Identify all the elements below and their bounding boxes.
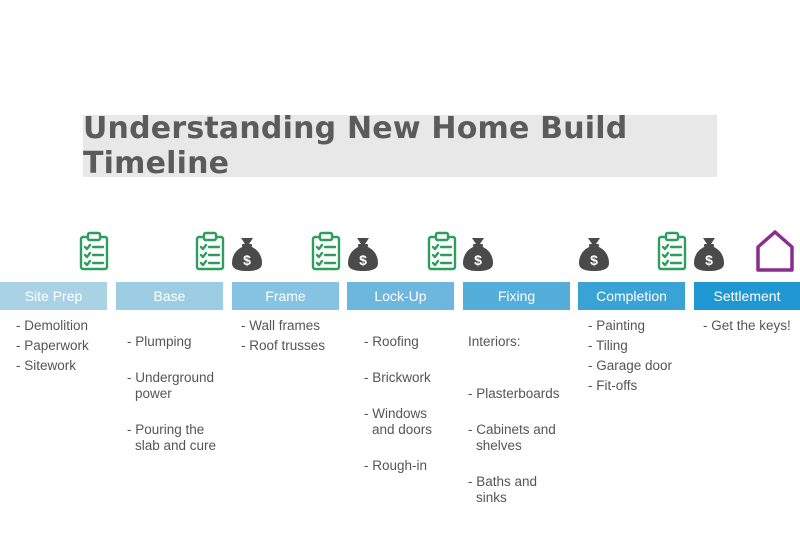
list-item: - Plasterboards xyxy=(468,386,560,401)
stage-bar-settlement: Settlement xyxy=(694,282,800,310)
svg-text:$: $ xyxy=(243,252,251,268)
list-item: - Plumping xyxy=(127,334,192,349)
stage-items-settlement: - Get the keys! xyxy=(703,318,791,338)
list-item: - Demolition xyxy=(16,318,89,333)
list-item: - Sitework xyxy=(16,358,77,373)
list-item: - Paperwork xyxy=(16,338,89,353)
stage-label: Completion xyxy=(596,288,667,304)
stage-label: Lock-Up xyxy=(374,288,427,304)
clipboard-check-icon xyxy=(657,231,687,276)
list-item: - Garage door xyxy=(588,358,673,373)
list-item: - Painting xyxy=(588,318,646,333)
money-bag-icon: $ xyxy=(231,236,263,277)
list-item: - Tiling xyxy=(588,338,628,353)
stage-bar-frame: Frame xyxy=(232,282,339,310)
list-item: - Rough-in xyxy=(364,458,428,473)
stage-bar-fixing: Fixing xyxy=(463,282,570,310)
list-item: - Wall frames xyxy=(241,318,321,333)
stage-bar-completion: Completion xyxy=(578,282,685,310)
clipboard-check-icon xyxy=(311,231,341,276)
stage-label: Settlement xyxy=(713,288,781,304)
stage-items-site-prep: - Demolition - Paperwork - Sitework xyxy=(16,318,89,378)
money-bag-icon: $ xyxy=(578,236,610,277)
money-bag-icon: $ xyxy=(693,236,725,277)
stage-bar-base: Base xyxy=(116,282,223,310)
stage-label: Site Prep xyxy=(24,288,83,304)
stage-label: Base xyxy=(153,288,186,304)
list-item: - Fit-offs xyxy=(588,378,638,393)
svg-text:$: $ xyxy=(359,252,367,268)
list-item: - Brickwork xyxy=(364,370,431,385)
stage-label: Fixing xyxy=(497,288,536,304)
stage-label: Frame xyxy=(265,288,306,304)
stage-bar-lock-up: Lock-Up xyxy=(347,282,454,310)
list-item: - Roof trusses xyxy=(241,338,326,353)
title-banner: Understanding New Home Build Timeline xyxy=(83,111,717,181)
svg-text:$: $ xyxy=(474,252,482,268)
money-bag-icon: $ xyxy=(462,236,494,277)
stage-items-lock-up: - Roofing - Brickwork - Windows and door… xyxy=(364,318,432,494)
list-item: - Underground power xyxy=(127,370,215,401)
clipboard-check-icon xyxy=(195,231,225,276)
list-item: - Pouring the slab and cure xyxy=(127,422,217,453)
svg-text:$: $ xyxy=(705,252,713,268)
list-item: - Get the keys! xyxy=(703,318,791,333)
clipboard-check-icon xyxy=(427,231,457,276)
stage-items-completion: - Painting - Tiling - Garage door - Fit-… xyxy=(588,318,672,398)
stage-bar-site-prep: Site Prep xyxy=(0,282,107,310)
clipboard-check-icon xyxy=(79,231,109,276)
list-item: - Windows and doors xyxy=(364,406,433,437)
stage-items-fixing: Interiors: - Plasterboards - Cabinets an… xyxy=(468,318,560,542)
house-icon xyxy=(755,229,795,278)
list-item: - Roofing xyxy=(364,334,419,349)
svg-text:$: $ xyxy=(590,252,598,268)
stage-items-base: - Plumping - Underground power - Pouring… xyxy=(127,318,216,474)
money-bag-icon: $ xyxy=(347,236,379,277)
page-title: Understanding New Home Build Timeline xyxy=(83,111,628,181)
list-item: - Baths and sinks xyxy=(468,474,538,505)
list-item: - Cabinets and shelves xyxy=(468,422,556,453)
interiors-label: Interiors: xyxy=(468,334,521,349)
stage-items-frame: - Wall frames - Roof trusses xyxy=(241,318,325,358)
